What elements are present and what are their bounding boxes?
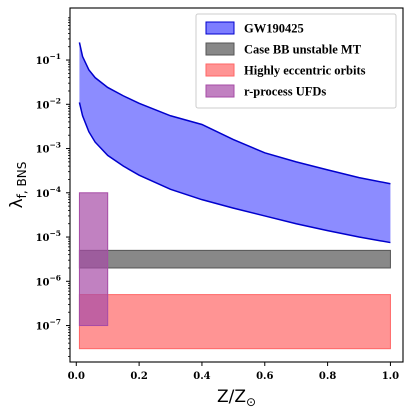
legend-swatch-case-bb-unstable-mt xyxy=(205,42,235,56)
legend-label-case-bb-unstable-mt: Case BB unstable MT xyxy=(244,43,362,57)
y-tick-label: 10−4 xyxy=(36,185,61,200)
legend-box xyxy=(195,13,397,109)
x-axis-label: Z/Z⊙ xyxy=(217,387,256,409)
x-tick-label: 0.2 xyxy=(130,371,147,382)
axis-ticks: 0.0 0.2 0.4 0.6 0.8 1.0 10−7 10−6 10−5 10−4 10−3 10… xyxy=(36,17,399,382)
gw190425-lower-edge xyxy=(78,102,391,244)
plot-area xyxy=(78,42,391,350)
y-tick-label: 10−5 xyxy=(36,229,61,244)
y-tick-label: 10−6 xyxy=(36,273,61,288)
case-bb-unstable-mt-region xyxy=(78,249,391,269)
x-tick-label: 0.6 xyxy=(256,371,273,382)
gw190425-upper-edge xyxy=(78,42,391,185)
gw190425-band xyxy=(79,42,391,243)
x-tick-label: 0.4 xyxy=(193,371,210,382)
legend-swatch-highly-eccentric-orbits xyxy=(205,63,235,77)
y-tick-label: 10−2 xyxy=(36,96,61,111)
legend-swatch-r-process-ufds xyxy=(205,84,235,98)
legend-label-r-process-ufds: r-process UFDs xyxy=(244,85,326,99)
x-tick-label: 0.0 xyxy=(68,371,85,382)
legend-label-gw190425: GW190425 xyxy=(244,22,304,36)
legend: GW190425 Case BB unstable MT Highly eccent… xyxy=(195,13,397,109)
x-tick-label: 0.8 xyxy=(319,371,336,382)
y-axis-label: λf, BNS xyxy=(7,162,29,209)
legend-swatch-gw190425 xyxy=(205,21,235,35)
plot-frame xyxy=(69,7,404,363)
y-tick-label: 10−7 xyxy=(36,318,61,333)
x-tick-label: 1.0 xyxy=(382,371,399,382)
y-tick-label: 10−3 xyxy=(36,141,61,156)
legend-label-highly-eccentric-orbits: Highly eccentric orbits xyxy=(244,64,366,78)
r-process-ufds-region xyxy=(78,192,109,327)
highly-eccentric-orbits-region xyxy=(78,294,391,350)
y-tick-label: 10−1 xyxy=(36,52,61,67)
